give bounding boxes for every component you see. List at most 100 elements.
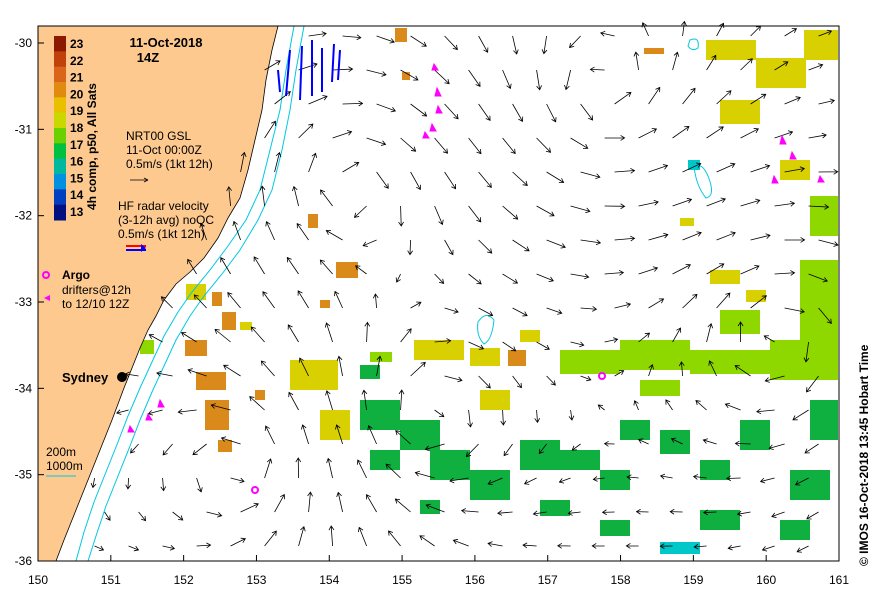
current-arrow	[648, 86, 661, 105]
current-arrow	[557, 542, 571, 549]
x-tick-label: 154	[319, 573, 339, 587]
current-arrow	[665, 399, 673, 411]
current-arrow	[160, 296, 173, 309]
current-arrow	[414, 470, 435, 479]
current-arrow	[128, 545, 140, 552]
x-tick-label: 153	[246, 573, 266, 587]
x-tick-label: 151	[101, 573, 121, 587]
current-arrow	[308, 95, 328, 105]
current-arrow	[364, 321, 371, 343]
current-arrow	[532, 510, 547, 517]
current-vectors	[90, 20, 839, 553]
current-arrow	[512, 171, 528, 187]
current-arrow	[376, 355, 383, 377]
current-arrow	[307, 491, 313, 513]
current-arrow	[395, 273, 401, 283]
current-arrow	[342, 161, 360, 173]
current-arrow	[336, 491, 343, 513]
current-arrow	[468, 137, 482, 155]
current-arrow	[160, 477, 167, 492]
current-arrow	[706, 197, 726, 207]
current-arrow	[503, 443, 513, 457]
current-arrow	[648, 364, 654, 377]
current-arrow	[502, 273, 519, 284]
current-arrow	[187, 258, 197, 275]
current-arrow	[395, 430, 411, 445]
legend-argo-label: Argo	[62, 268, 90, 282]
colorbar-label: 4h comp, p50, All Sats	[85, 83, 99, 210]
current-arrow	[264, 60, 281, 71]
map-title-time: 14Z	[137, 50, 159, 65]
plot-frame	[37, 25, 840, 562]
current-arrow	[818, 98, 836, 105]
current-arrow	[706, 263, 725, 275]
current-arrow	[301, 424, 309, 445]
current-arrow	[502, 205, 519, 220]
current-arrow	[196, 542, 212, 549]
current-arrow	[633, 51, 640, 71]
current-arrow	[716, 90, 732, 105]
current-arrow	[716, 292, 731, 309]
current-arrow	[444, 375, 463, 383]
current-arrow	[568, 409, 575, 421]
colorbar-tick-label: 21	[70, 71, 84, 85]
current-arrow	[460, 508, 479, 514]
current-arrow	[512, 375, 522, 389]
current-arrow	[792, 409, 809, 421]
current-arrow	[682, 293, 698, 309]
current-arrow	[162, 443, 173, 456]
current-arrow	[774, 61, 789, 71]
legend-gsl-line3: 0.5m/s (1kt 12h)	[126, 157, 213, 171]
current-arrow	[298, 357, 309, 377]
legend-hf-arrow-icon	[126, 244, 146, 252]
depth-legend-1000m: 1000m	[46, 459, 83, 473]
current-arrow	[400, 328, 412, 343]
current-arrow	[407, 239, 413, 256]
current-arrow	[444, 239, 454, 256]
current-arrow	[292, 185, 299, 207]
current-arrow	[468, 205, 482, 223]
current-arrow	[604, 203, 626, 210]
x-tick-label: 157	[538, 573, 558, 587]
x-tick-label: 155	[392, 573, 412, 587]
current-arrow	[708, 360, 717, 377]
current-arrow	[580, 375, 592, 382]
current-arrow	[536, 273, 554, 282]
current-arrow	[734, 440, 751, 447]
colorbar-swatch	[54, 36, 66, 52]
current-arrow	[410, 171, 421, 191]
x-tick-label: 161	[829, 573, 849, 587]
current-arrow	[220, 436, 241, 445]
current-arrow	[768, 443, 785, 451]
current-arrow	[465, 443, 479, 458]
colorbar-tick-label: 23	[70, 37, 84, 51]
current-arrow	[580, 103, 594, 121]
current-arrow	[759, 477, 775, 484]
x-tick-label: 156	[465, 573, 485, 587]
current-arrow	[264, 530, 277, 547]
legend-gsl-line2: 11-Oct 00:00Z	[126, 143, 202, 157]
y-tick-label: -33	[15, 295, 33, 309]
current-arrow	[522, 542, 537, 549]
current-arrow	[297, 290, 309, 309]
colorbar-tick-label: 22	[70, 54, 84, 68]
current-arrow	[796, 545, 809, 553]
current-arrow	[703, 509, 717, 516]
current-arrow	[737, 321, 744, 343]
current-arrow	[452, 538, 469, 547]
current-arrow	[410, 35, 427, 47]
colorbar-swatch	[54, 158, 66, 175]
current-arrow	[750, 233, 771, 241]
current-arrow	[570, 205, 591, 214]
current-arrow	[597, 404, 605, 411]
x-tick-label: 158	[611, 573, 631, 587]
sst-patches	[140, 28, 838, 554]
current-arrow	[90, 477, 97, 489]
legend-hf-line1: HF radar velocity	[118, 199, 209, 213]
current-arrow	[223, 364, 241, 377]
current-arrow	[512, 35, 519, 55]
current-arrow	[274, 151, 282, 173]
current-arrow	[206, 511, 223, 518]
current-arrow	[125, 477, 131, 490]
current-arrow	[478, 103, 491, 121]
